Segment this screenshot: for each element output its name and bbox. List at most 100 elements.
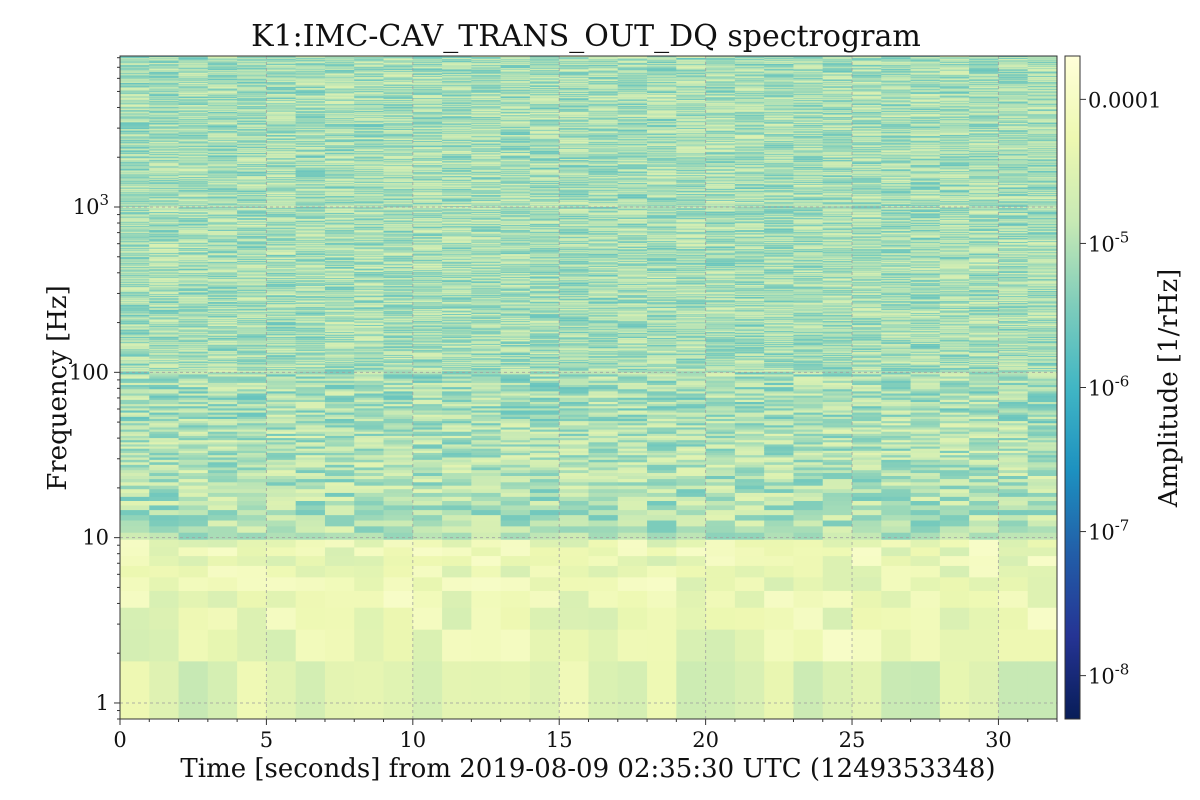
spectrogram-cell <box>237 368 268 370</box>
spectrogram-cell <box>149 236 180 238</box>
spectrogram-cell <box>207 137 238 139</box>
spectrogram-cell <box>412 555 443 566</box>
spectrogram-cell <box>149 187 180 190</box>
spectrogram-cell <box>178 256 209 259</box>
spectrogram-cell <box>120 194 150 196</box>
spectrogram-cell <box>120 270 150 273</box>
spectrogram-cell <box>207 221 238 224</box>
spectrogram-cell <box>120 278 150 280</box>
spectrogram-cell <box>237 546 268 557</box>
spectrogram-cell <box>207 318 238 321</box>
spectrogram-cell <box>207 83 238 85</box>
spectrogram-cell <box>120 262 150 264</box>
spectrogram-cell <box>207 443 238 447</box>
spectrogram-cell <box>149 159 180 161</box>
spectrogram-cell <box>120 114 150 117</box>
spectrogram-cell <box>178 266 209 268</box>
spectrogram-cell <box>237 273 268 275</box>
spectrogram-cell <box>207 175 238 178</box>
spectrogram-cell <box>149 72 180 75</box>
spectrogram-cell <box>237 365 268 368</box>
spectrogram-cell <box>149 193 180 195</box>
spectrogram-cell <box>120 249 150 251</box>
spectrogram-cell <box>120 286 150 288</box>
spectrogram-cell <box>207 370 238 373</box>
spectrogram-cell <box>178 395 209 398</box>
spectrogram-cell <box>120 251 150 254</box>
spectrogram-cell <box>120 126 150 129</box>
spectrogram-cell <box>120 56 150 58</box>
spectrogram-cell <box>207 362 238 364</box>
spectrogram-cell <box>120 93 150 95</box>
spectrogram-cell <box>120 139 150 142</box>
spectrogram-cell <box>237 319 268 321</box>
spectrogram-cell <box>207 437 238 441</box>
spectrogram-cell <box>120 113 150 115</box>
spectrogram-cell <box>178 285 209 287</box>
spectrogram-cell <box>237 282 268 285</box>
spectrogram-cell <box>149 274 180 277</box>
spectrogram-cell <box>207 143 238 145</box>
spectrogram-cell <box>120 284 150 286</box>
spectrogram-cell <box>237 481 268 486</box>
spectrogram-cell <box>207 126 238 129</box>
spectrogram-cell <box>178 298 209 301</box>
spectrogram-cell <box>149 163 180 166</box>
spectrogram-cell <box>120 241 150 243</box>
spectrogram-cell <box>207 214 238 216</box>
spectrogram-cell <box>237 443 268 447</box>
spectrogram-cell <box>178 259 209 261</box>
spectrogram-cell <box>383 500 414 506</box>
spectrogram-cell <box>178 106 209 108</box>
spectrogram-cell <box>120 178 150 181</box>
spectrogram-cell <box>237 320 268 322</box>
spectrogram-cell <box>207 274 238 276</box>
spectrogram-cell <box>149 118 180 120</box>
spectrogram-cell <box>120 268 150 270</box>
spectrogram-cell <box>207 152 238 154</box>
spectrogram-cell <box>149 300 180 303</box>
spectrogram-cell <box>120 128 150 130</box>
spectrogram-cell <box>207 250 238 253</box>
spectrogram-cell <box>149 384 180 388</box>
spectrogram-cell <box>207 199 238 201</box>
spectrogram-cell <box>207 109 238 112</box>
spectrogram-cell <box>149 351 180 353</box>
spectrogram-cell <box>237 343 268 345</box>
spectrogram-cell <box>120 590 150 608</box>
spectrogram-cell <box>149 310 180 312</box>
spectrogram-cell <box>178 209 209 212</box>
spectrogram-cell <box>120 519 150 527</box>
spectrogram-cell <box>178 60 209 63</box>
spectrogram-cell <box>120 509 150 516</box>
spectrogram-cell <box>178 228 209 231</box>
spectrogram-cell <box>178 165 209 167</box>
spectrogram-cell <box>120 333 150 335</box>
spectrogram-cell <box>207 142 238 144</box>
spectrogram-cell <box>120 539 150 548</box>
spectrogram-cell <box>237 345 268 348</box>
spectrogram-cell <box>207 89 238 91</box>
spectrogram-cell <box>354 519 385 527</box>
spectrogram-cell <box>149 219 180 221</box>
spectrogram-cell <box>120 461 150 465</box>
spectrogram-cell <box>178 420 209 424</box>
spectrogram-cell <box>383 546 414 557</box>
spectrogram-cell <box>207 256 238 258</box>
spectrogram-cell <box>178 95 209 97</box>
spectrogram-cell <box>149 313 180 315</box>
spectrogram-cell <box>354 532 385 540</box>
spectrogram-cell <box>178 69 209 71</box>
spectrogram-cell <box>178 327 209 329</box>
spectrogram-cell <box>120 256 150 258</box>
spectrogram-cell <box>120 153 150 155</box>
spectrogram-cell <box>120 328 150 330</box>
spectrogram-cell <box>178 264 209 267</box>
spectrogram-cell <box>149 160 180 162</box>
spectrogram-cell <box>178 238 209 240</box>
spectrogram-cell <box>149 123 180 125</box>
spectrogram-cell <box>207 191 238 194</box>
spectrogram-cell <box>178 445 209 449</box>
spectrogram-cell <box>149 77 180 80</box>
spectrogram-cell <box>149 226 180 228</box>
